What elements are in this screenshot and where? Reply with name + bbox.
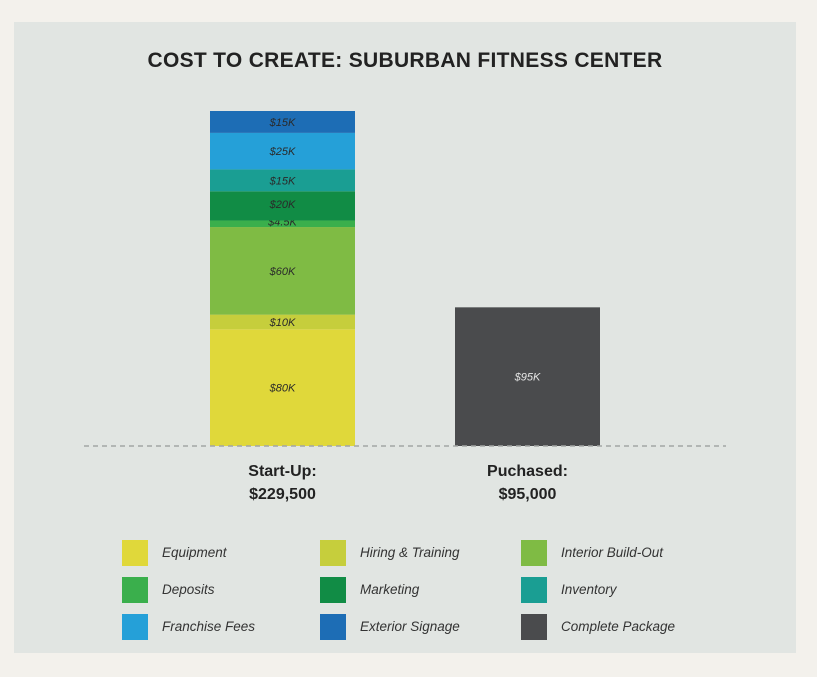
legend-label: Inventory — [561, 582, 617, 597]
bar-segment-equipment-0 — [210, 329, 355, 446]
bar-segment-deposits-0 — [210, 220, 355, 228]
legend-label: Hiring & Training — [360, 545, 460, 560]
chart-panel: COST TO CREATE: SUBURBAN FITNESS CENTER … — [14, 22, 796, 653]
legend-swatch — [320, 614, 346, 640]
legend-swatch — [320, 540, 346, 566]
legend-swatch — [521, 614, 547, 640]
data-label-marketing-0: $20K — [269, 199, 296, 211]
legend-label: Deposits — [162, 582, 215, 597]
data-label-complete-package-1: $95K — [514, 372, 541, 384]
legend-label: Exterior Signage — [360, 619, 460, 634]
legend-swatch — [122, 540, 148, 566]
data-label-hiring-training-0: $10K — [269, 317, 296, 329]
bar-segment-interior-build-out-0 — [210, 227, 355, 315]
data-label-franchise-fees-0: $25K — [269, 146, 296, 158]
bar-segment-franchise-fees-0 — [210, 132, 355, 170]
bar-segment-hiring-training-0 — [210, 314, 355, 330]
legend-label: Interior Build-Out — [561, 545, 664, 560]
legend-label: Franchise Fees — [162, 619, 256, 634]
data-label-inventory-0: $15K — [269, 175, 296, 187]
data-label-interior-build-out-0: $60K — [269, 266, 296, 278]
category-label-0: Start-Up: — [248, 463, 316, 480]
chart-title: COST TO CREATE: SUBURBAN FITNESS CENTER — [147, 49, 663, 72]
data-label-exterior-signage-0: $15K — [269, 117, 296, 129]
bar-segment-exterior-signage-0 — [210, 111, 355, 133]
bar-chart: $80K$10K$60K$4.5K$20K$15K$25K$15K$95K St… — [84, 111, 726, 503]
legend-label: Equipment — [162, 545, 227, 560]
bar-segment-complete-package-1 — [455, 307, 600, 446]
legend-swatch — [521, 577, 547, 603]
category-total-0: $229,500 — [249, 486, 316, 503]
data-label-equipment-0: $80K — [269, 383, 296, 395]
bar-segment-inventory-0 — [210, 169, 355, 192]
legend-swatch — [122, 614, 148, 640]
category-label-1: Puchased: — [487, 463, 568, 480]
bar-segment-marketing-0 — [210, 191, 355, 221]
legend-swatch — [122, 577, 148, 603]
legend-label: Marketing — [360, 582, 420, 597]
legend-swatch — [521, 540, 547, 566]
category-total-1: $95,000 — [499, 486, 557, 503]
legend-label: Complete Package — [561, 619, 676, 634]
legend-swatch — [320, 577, 346, 603]
